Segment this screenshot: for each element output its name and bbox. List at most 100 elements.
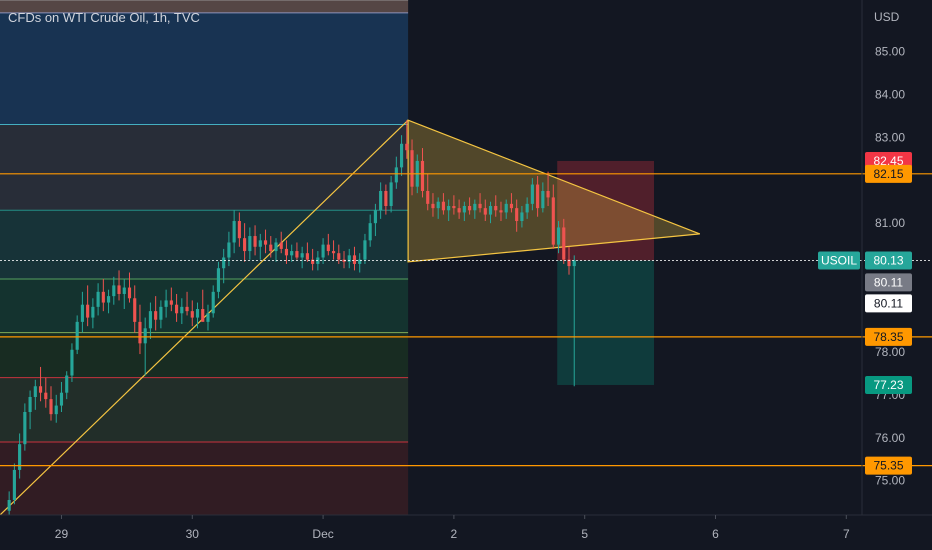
fib-band — [0, 124, 409, 211]
price-label-box — [865, 294, 912, 313]
price-label-box — [865, 164, 912, 183]
fib-band — [0, 332, 409, 378]
candle-body — [551, 197, 555, 245]
candle-body — [263, 240, 268, 245]
price-label: 82.15 — [873, 167, 903, 181]
candle-body — [379, 190, 383, 211]
candle-body — [431, 203, 435, 209]
candle-body — [269, 244, 273, 252]
candle-body — [347, 255, 351, 262]
price-label-box — [865, 456, 912, 475]
candle-body — [65, 375, 69, 393]
candle-body — [70, 349, 74, 376]
candle-body — [567, 259, 571, 267]
price-label: 78.35 — [873, 330, 903, 344]
candle-body — [180, 306, 184, 314]
candle-body — [457, 208, 461, 213]
candle-body — [300, 253, 304, 258]
y-tick-label: 81.00 — [875, 216, 905, 230]
position-target-zone — [557, 260, 655, 385]
candle-body — [483, 208, 487, 215]
candle-body — [562, 227, 566, 260]
candle-body — [274, 242, 278, 252]
candle-body — [426, 190, 430, 204]
candle-body — [96, 291, 100, 307]
candle-body — [80, 304, 84, 322]
candle-body — [536, 184, 540, 209]
candle-body — [227, 242, 231, 258]
candle-body — [18, 444, 22, 470]
candle-body — [311, 259, 315, 264]
candle-body — [504, 203, 508, 213]
candle-body — [190, 311, 194, 318]
x-tick-label: 30 — [186, 527, 200, 541]
candle-body — [410, 150, 414, 187]
y-tick-label: 84.00 — [875, 87, 905, 101]
candle-body — [175, 304, 179, 314]
price-label: 80.13 — [873, 254, 903, 268]
y-tick-label: 83.00 — [875, 130, 905, 144]
candle-body — [499, 210, 503, 213]
price-label: 75.35 — [873, 459, 903, 473]
candle-body — [154, 311, 158, 320]
price-label: 82.45 — [873, 154, 903, 168]
candle-body — [525, 203, 529, 213]
fib-band — [0, 278, 409, 333]
candle-body — [436, 201, 440, 209]
candle-body — [399, 143, 404, 168]
candle-body — [305, 253, 309, 260]
y-tick-label: 78.00 — [875, 345, 905, 359]
candle-body — [237, 221, 241, 239]
candle-body — [368, 223, 372, 241]
candle-body — [468, 206, 472, 211]
candle-body — [530, 184, 534, 204]
y-tick-label: 85.00 — [875, 45, 905, 59]
candle-body — [546, 190, 550, 198]
candle-body — [38, 386, 43, 393]
candle-body — [326, 244, 330, 252]
candle-body — [295, 251, 299, 258]
candle-body — [75, 321, 79, 350]
candle-body — [44, 392, 48, 400]
fib-band — [0, 12, 409, 125]
candle-body — [358, 259, 362, 264]
candle-body — [572, 260, 576, 267]
candle-body — [216, 268, 221, 292]
candle-body — [86, 304, 90, 318]
candle-body — [133, 298, 137, 322]
candle-body — [494, 206, 498, 211]
candle-body — [441, 201, 445, 211]
x-tick-label: 2 — [451, 527, 458, 541]
candle-body — [515, 208, 519, 222]
price-label-box — [865, 273, 912, 292]
candle-body — [164, 300, 168, 307]
y-tick-label: 76.00 — [875, 431, 905, 445]
candle-body — [394, 167, 398, 183]
candle-body — [12, 469, 16, 500]
candle-body — [122, 287, 126, 294]
price-label-box — [865, 327, 912, 346]
candle-body — [420, 160, 425, 191]
candle-body — [452, 206, 456, 209]
candle-body — [206, 313, 210, 322]
y-tick-label: 75.00 — [875, 474, 905, 488]
candle-body — [556, 227, 561, 245]
candle-body — [520, 212, 524, 222]
triangle-pattern — [407, 119, 701, 263]
candle-body — [201, 309, 205, 322]
candle-body — [284, 248, 289, 256]
candle-body — [33, 386, 37, 397]
candle-body — [23, 412, 27, 445]
candle-body — [243, 238, 247, 252]
x-tick-label: 29 — [55, 527, 69, 541]
fib-band — [0, 442, 409, 515]
candle-body — [462, 206, 466, 213]
candle-body — [447, 206, 451, 211]
x-tick-label: Dec — [312, 527, 333, 541]
candle-body — [488, 206, 493, 215]
price-label: 77.23 — [873, 378, 903, 392]
x-tick-label: 5 — [581, 527, 588, 541]
candle-body — [389, 182, 393, 206]
candle-body — [169, 300, 173, 305]
